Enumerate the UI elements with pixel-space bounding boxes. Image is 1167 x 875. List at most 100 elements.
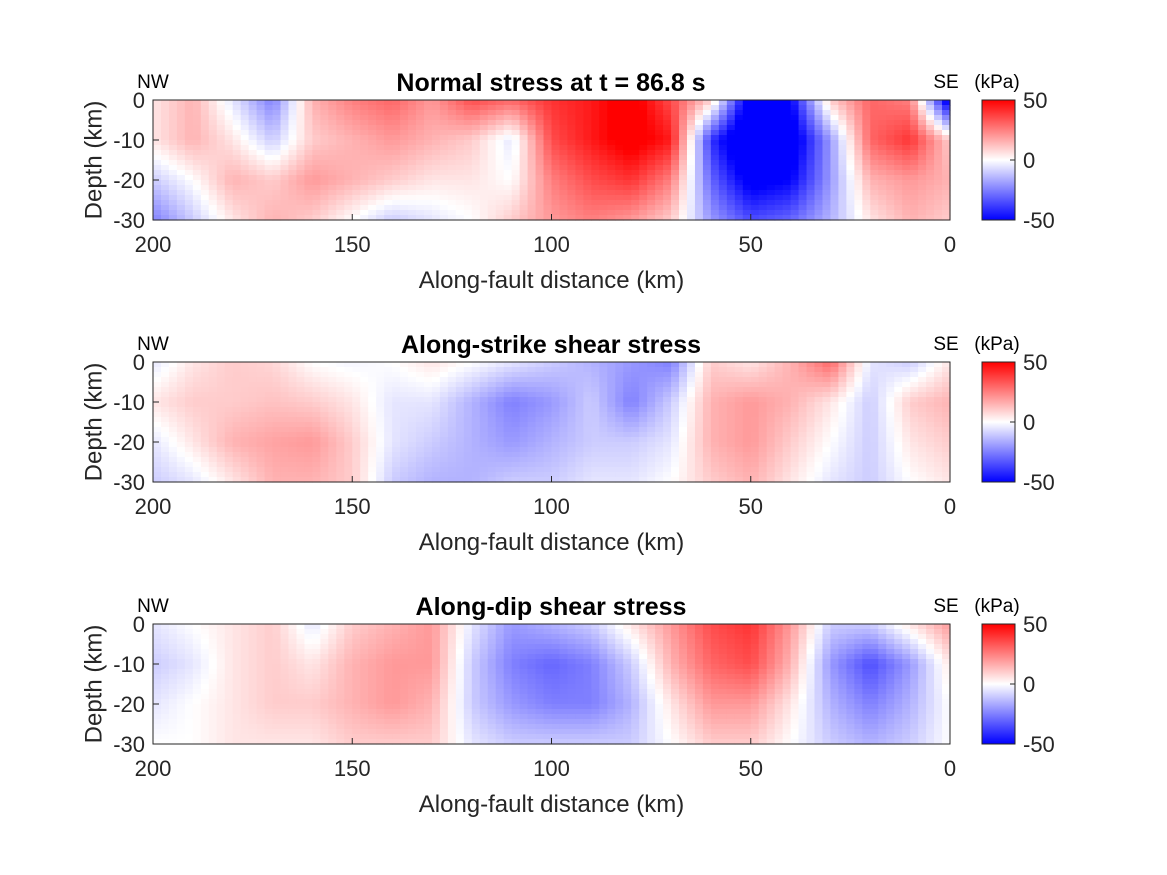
heatmap-cell <box>431 442 441 448</box>
heatmap-cell <box>527 120 537 126</box>
heatmap-cell <box>798 624 808 630</box>
heatmap-cell <box>679 200 688 206</box>
heatmap-cell <box>782 412 792 418</box>
heatmap-cell <box>153 145 162 151</box>
heatmap-cell <box>447 372 457 378</box>
heatmap-cell <box>455 190 465 196</box>
heatmap-cell <box>184 407 194 413</box>
heatmap-cell <box>902 417 911 423</box>
heatmap-cell <box>392 432 401 438</box>
heatmap-cell <box>671 145 680 151</box>
heatmap-cell <box>894 195 903 201</box>
heatmap-cell <box>360 362 369 368</box>
heatmap-cell <box>527 387 537 393</box>
heatmap-cell <box>439 180 449 186</box>
heatmap-cell <box>862 135 871 141</box>
heatmap-cell <box>224 392 234 398</box>
heatmap-cell <box>766 467 776 473</box>
heatmap-cell <box>535 125 545 131</box>
heatmap-cell <box>184 472 194 478</box>
heatmap-cell <box>280 624 290 630</box>
heatmap-cell <box>902 195 911 201</box>
heatmap-cell <box>942 402 951 408</box>
heatmap-cell <box>280 629 290 635</box>
heatmap-cell <box>304 442 313 448</box>
heatmap-cell <box>320 477 329 483</box>
heatmap-cell <box>878 442 887 448</box>
heatmap-cell <box>272 115 282 121</box>
heatmap-cell <box>615 170 624 176</box>
heatmap-cell <box>336 200 345 206</box>
heatmap-cell <box>615 457 624 463</box>
heatmap-cell <box>256 155 266 161</box>
heatmap-cell <box>870 362 879 368</box>
heatmap-cell <box>392 185 401 191</box>
heatmap-cell <box>280 392 290 398</box>
heatmap-cell <box>360 447 369 453</box>
heatmap-cell <box>423 387 433 393</box>
heatmap-cell <box>160 160 170 166</box>
heatmap-cell <box>694 105 704 111</box>
heatmap-cell <box>710 412 720 418</box>
heatmap-cell <box>886 462 895 468</box>
heatmap-cell <box>647 422 656 428</box>
heatmap-cell <box>679 624 688 630</box>
heatmap-cell <box>232 402 242 408</box>
heatmap-cell <box>232 125 242 131</box>
heatmap-cell <box>376 115 385 121</box>
heatmap-cell <box>551 175 561 181</box>
heatmap-cell <box>742 115 752 121</box>
heatmap-cell <box>567 195 577 201</box>
heatmap-cell <box>894 125 903 131</box>
heatmap-cell <box>503 130 513 136</box>
heatmap-cell <box>934 115 943 121</box>
heatmap-cell <box>774 155 784 161</box>
heatmap-cell <box>862 150 871 156</box>
heatmap-cell <box>527 185 537 191</box>
heatmap-cell <box>487 185 497 191</box>
heatmap-cell <box>328 190 337 196</box>
heatmap-cell <box>153 125 162 131</box>
heatmap-cell <box>519 115 529 121</box>
heatmap-cell <box>631 402 640 408</box>
heatmap-cell <box>400 160 409 166</box>
heatmap-cell <box>694 417 704 423</box>
heatmap-cell <box>766 382 776 388</box>
heatmap-cell <box>910 392 919 398</box>
heatmap-cell <box>264 402 274 408</box>
heatmap-cell <box>886 180 895 186</box>
heatmap-cell <box>583 165 592 171</box>
heatmap-cell <box>686 215 696 221</box>
heatmap-cell <box>296 447 306 453</box>
heatmap-cell <box>591 150 600 156</box>
heatmap-cell <box>503 467 513 473</box>
heatmap-cell <box>495 417 505 423</box>
heatmap-cell <box>798 170 808 176</box>
heatmap-cell <box>256 382 266 388</box>
heatmap-cell <box>304 175 313 181</box>
heatmap-cell <box>663 195 672 201</box>
heatmap-cell <box>710 472 720 478</box>
heatmap-cell <box>519 130 529 136</box>
heatmap-cell <box>208 407 218 413</box>
heatmap-cell <box>431 110 441 116</box>
heatmap-cell <box>153 135 162 141</box>
heatmap-cell <box>264 105 274 111</box>
heatmap-cell <box>423 190 433 196</box>
heatmap-cell <box>431 477 441 483</box>
heatmap-cell <box>280 140 290 146</box>
heatmap-cell <box>487 472 497 478</box>
heatmap-cell <box>814 452 824 458</box>
heatmap-cell <box>248 432 258 438</box>
y-tick-label: -20 <box>113 168 145 193</box>
heatmap-cell <box>686 477 696 483</box>
heatmap-cell <box>224 412 234 418</box>
heatmap-cell <box>734 130 744 136</box>
heatmap-cell <box>718 105 728 111</box>
heatmap-cell <box>583 462 592 468</box>
heatmap-cell <box>551 180 561 186</box>
heatmap-cell <box>160 180 170 186</box>
heatmap-cell <box>328 185 337 191</box>
panel-along-strike-shear-stress: Along-strike shear stress NW SE (kPa) 20… <box>80 331 1054 556</box>
heatmap-cell <box>575 377 584 383</box>
